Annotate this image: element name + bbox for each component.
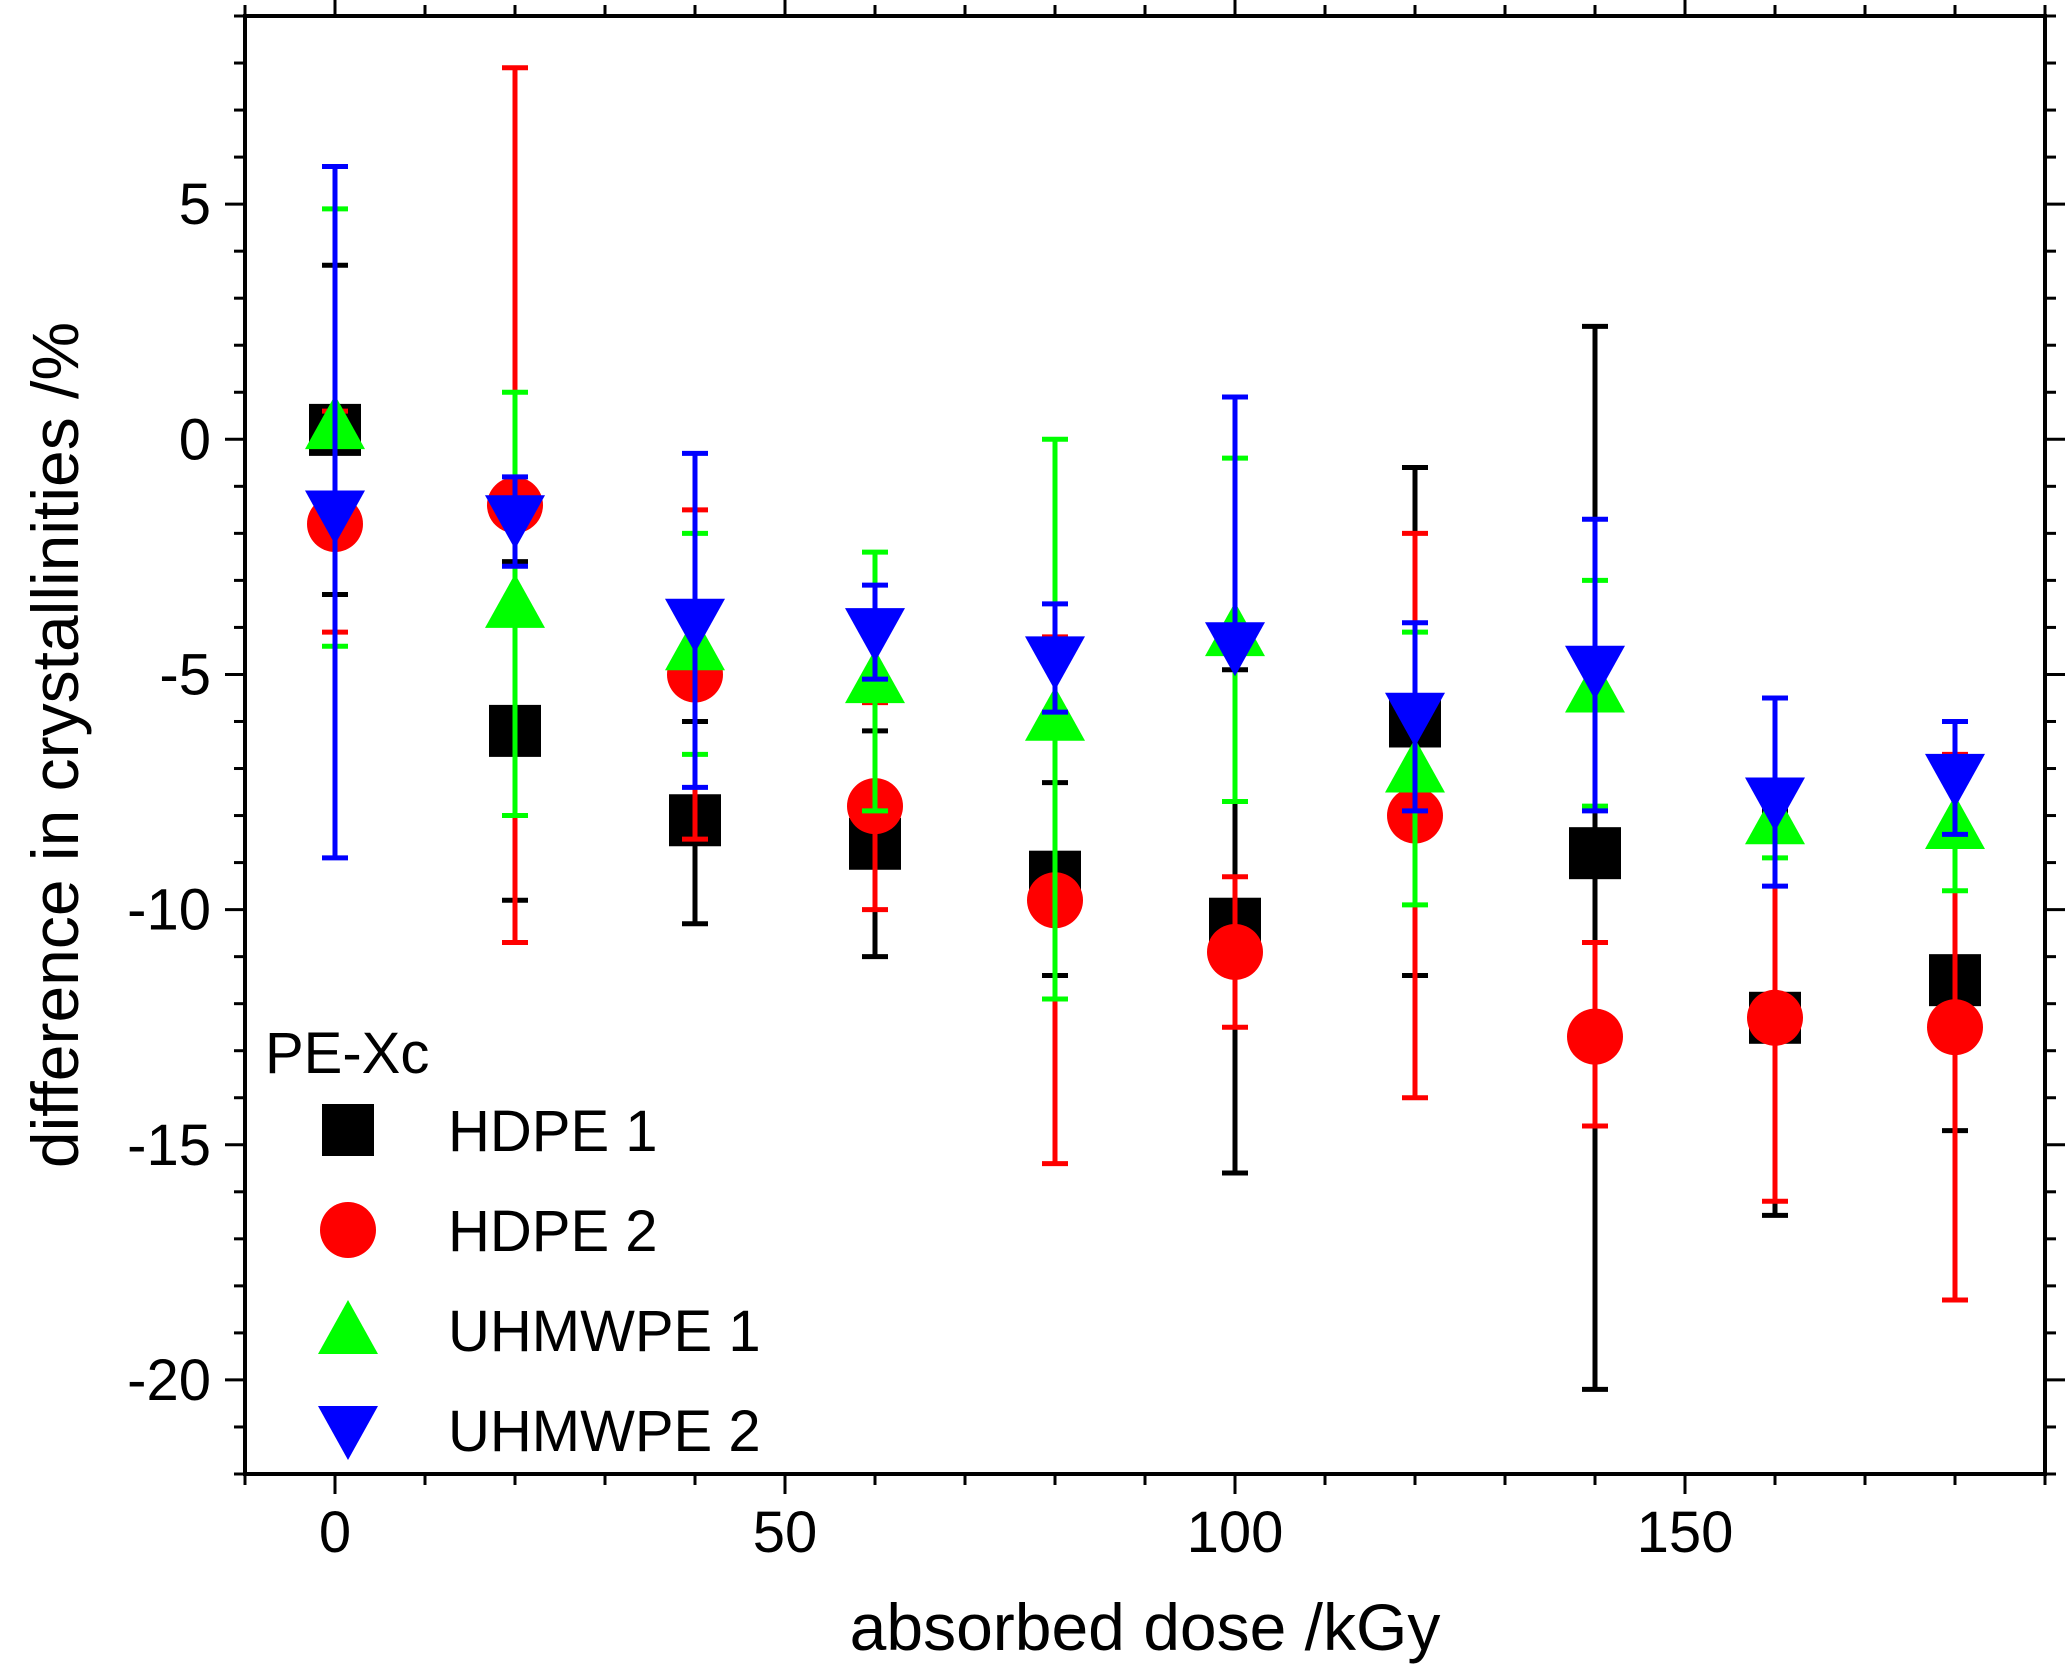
series-uhmwpe-1 [305, 206, 1985, 1002]
legend: PE-Xc HDPE 1 HDPE 2 UHMWPE 1 UHMWPE 2 [265, 1021, 761, 1464]
legend-label: UHMWPE 2 [448, 1399, 761, 1464]
legend-item: UHMWPE 1 [318, 1299, 761, 1364]
data-point [1745, 777, 1805, 832]
series-uhmwpe-2 [305, 164, 1985, 889]
data-point [1207, 923, 1263, 980]
data-point [305, 490, 365, 545]
data-point [1747, 989, 1803, 1046]
legend-item: UHMWPE 2 [318, 1399, 761, 1464]
legend-item: HDPE 1 [322, 1099, 658, 1164]
x-tick-label: 50 [753, 1500, 818, 1565]
legend-label: HDPE 1 [448, 1099, 658, 1164]
y-tick-label: -5 [159, 642, 211, 707]
y-tick-label: -20 [127, 1348, 211, 1413]
legend-marker [320, 1202, 376, 1258]
x-axis-title: absorbed dose /kGy [850, 1590, 1441, 1664]
data-point [1927, 999, 1983, 1056]
data-point [1925, 753, 1985, 808]
data-point [1569, 827, 1621, 880]
data-point [1385, 692, 1445, 747]
legend-item: HDPE 2 [320, 1199, 658, 1264]
data-point [665, 598, 725, 653]
data-point [1565, 645, 1625, 700]
data-point [485, 495, 545, 550]
data-point [845, 608, 905, 663]
legend-label: HDPE 2 [448, 1199, 658, 1264]
data-point [485, 573, 545, 628]
series-layer [305, 65, 1985, 1392]
legend-marker [318, 1406, 378, 1460]
data-point [1567, 1008, 1623, 1065]
x-tick-label: 150 [1637, 1500, 1734, 1565]
y-tick-label: -15 [127, 1113, 211, 1178]
y-tick-label: -10 [127, 878, 211, 943]
data-point [1205, 622, 1265, 677]
x-tick-label: 100 [1187, 1500, 1284, 1565]
legend-marker [318, 1300, 378, 1354]
y-tick-label: 0 [179, 407, 211, 472]
y-tick-label: 5 [179, 172, 211, 237]
data-point [1025, 636, 1085, 691]
legend-marker [322, 1104, 374, 1156]
y-axis-title: difference in crystallinities /% [18, 322, 92, 1168]
legend-title: PE-Xc [265, 1021, 429, 1086]
x-tick-label: 0 [319, 1500, 351, 1565]
legend-label: UHMWPE 1 [448, 1299, 761, 1364]
